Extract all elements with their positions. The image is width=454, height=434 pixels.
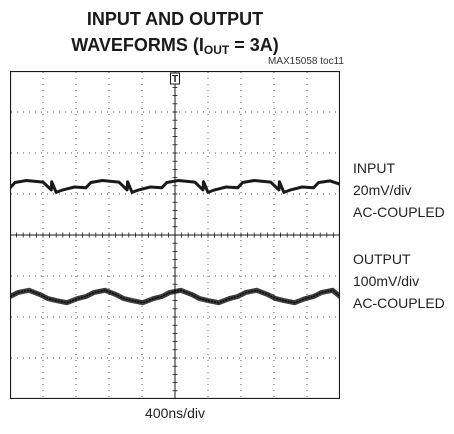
input-trace-noise (10, 289, 340, 304)
input-channel-label: INPUT 20mV/div AC-COUPLED (353, 157, 445, 223)
input-channel-scale: 20mV/div (353, 182, 412, 198)
chart-title-subscript: OUT (203, 43, 230, 57)
output-channel-coupling: AC-COUPLED (353, 295, 445, 311)
scope-traces (10, 179, 340, 306)
chart-title-line-2: WAVEFORMS (IOUT = 3A) (0, 34, 350, 61)
output-channel-scale: 100mV/div (353, 273, 420, 289)
output-channel-label: OUTPUT 100mV/div AC-COUPLED (353, 248, 445, 314)
chart-title-text-1: INPUT AND OUTPUT (86, 9, 264, 29)
output-channel-name: OUTPUT (353, 251, 411, 267)
trigger-marker-group: T (170, 72, 180, 89)
chart-title-text-2-suffix: = 3A) (229, 35, 279, 55)
figure-id-label: MAX15058 toc11 (268, 56, 344, 67)
chart-title-line-1: INPUT AND OUTPUT (0, 8, 350, 30)
trigger-marker-icon: T (172, 74, 178, 85)
scope-center-axes (10, 71, 340, 399)
input-channel-coupling: AC-COUPLED (353, 204, 445, 220)
input-channel-name: INPUT (353, 160, 395, 176)
chart-title-text-2-prefix: WAVEFORMS (I (71, 35, 204, 55)
output-trace (10, 179, 340, 194)
oscilloscope-screen: T (10, 71, 340, 399)
timebase-label: 400ns/div (145, 405, 205, 421)
